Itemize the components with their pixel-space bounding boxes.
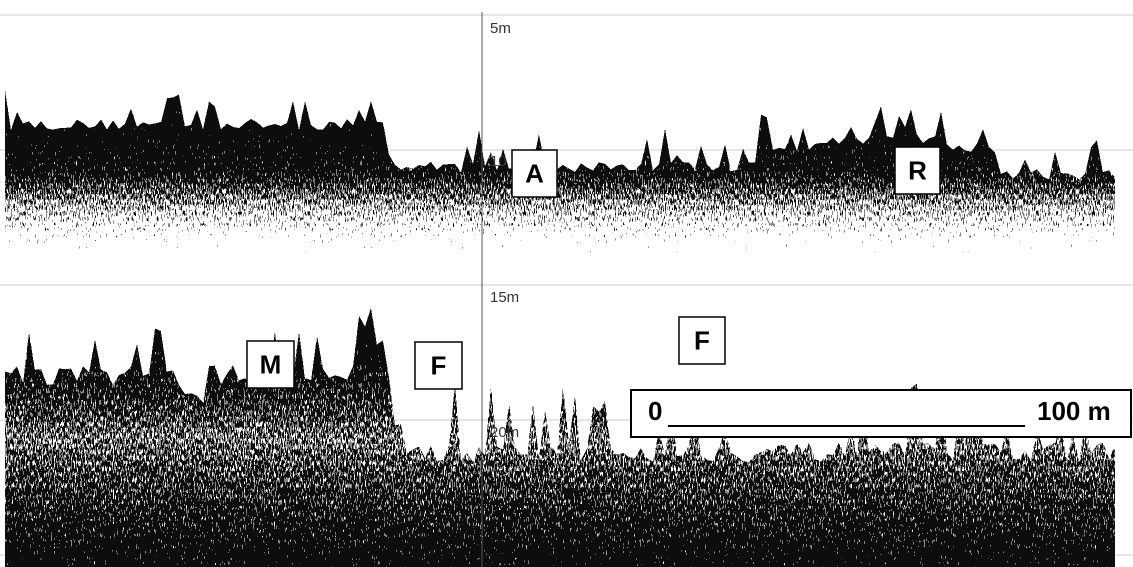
echo-returns [5,90,1115,567]
annotation-box: R [895,147,940,194]
page: 5m 10 15m 20m A R M F F 0 100 m (() => {… [0,0,1133,567]
annotation-label: R [908,156,927,186]
echo-band [5,90,1115,320]
depth-label: 15m [490,289,519,306]
scale-end: 100 m [1037,396,1111,426]
annotation-box: F [415,342,462,389]
annotation-box: F [679,317,725,364]
annotation-label: A [525,159,544,189]
annotation-box: A [512,150,557,197]
depth-label: 5m [490,20,511,37]
scale-start: 0 [648,396,662,426]
annotation-box: M [247,341,294,388]
annotation-label: M [260,350,282,380]
scale-bar: 0 100 m [631,390,1131,437]
echogram: 5m 10 15m 20m A R M F F 0 100 m [0,0,1133,567]
annotation-label: F [431,351,447,381]
depth-label: 10 [490,153,507,170]
annotation-label: F [694,326,710,356]
depth-label: 20m [490,424,519,441]
